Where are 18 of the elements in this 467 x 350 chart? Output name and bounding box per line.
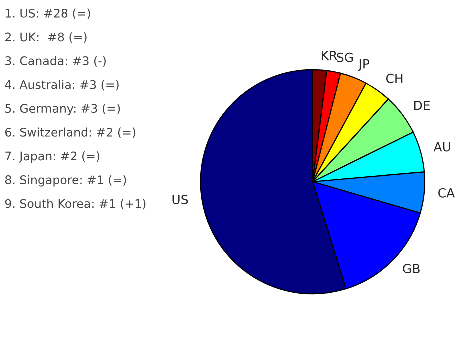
text: 9. South Korea: #1 (+1)	[5, 199, 146, 210]
slice-label: AU	[434, 142, 450, 152]
slice-label: DE	[414, 100, 430, 110]
text: 2. UK: #8 (=)	[6, 32, 87, 44]
slice-label: JP	[358, 59, 370, 72]
text: 8. Singapore: #1 (=)	[5, 175, 126, 187]
text: 7. Japan: #2 (=)	[6, 152, 100, 163]
text: 4. Australia: #3 (=)	[5, 80, 119, 91]
text: 3. Canada: #3 (-)	[6, 56, 106, 67]
slice-label: KR	[322, 51, 338, 60]
text: 5. Germany: #3 (=)	[6, 104, 120, 116]
slice-label: SG	[337, 52, 354, 62]
slice-label: US	[172, 195, 188, 204]
slice-label: GB	[403, 264, 420, 274]
slice-label: CA	[438, 188, 455, 198]
text: 1. US: #28 (=)	[6, 8, 90, 20]
slice-label: CH	[386, 74, 403, 84]
text: 6. Switzerland: #2 (=)	[5, 128, 136, 138]
